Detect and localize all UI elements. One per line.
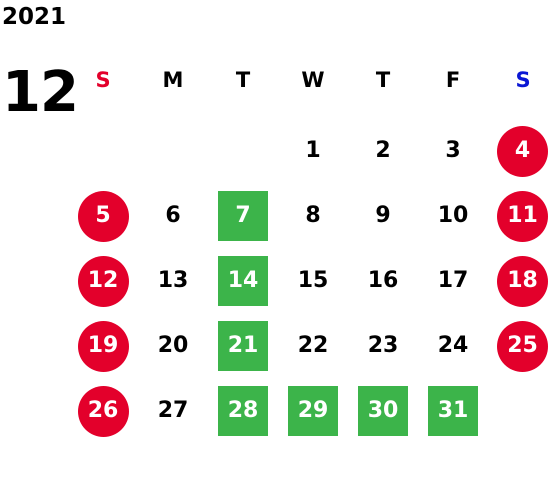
calendar-day: 23 xyxy=(367,333,399,358)
marked-day: 29 xyxy=(288,386,338,436)
calendar-day: 9 xyxy=(375,203,391,228)
calendar-day: 3 xyxy=(445,138,461,163)
calendar-day: 8 xyxy=(305,203,321,228)
marked-day: 14 xyxy=(218,256,268,306)
holiday-day: 18 xyxy=(497,255,548,307)
weekday-label-thu: T xyxy=(375,67,391,92)
holiday-day: 12 xyxy=(77,255,129,307)
calendar-day: 15 xyxy=(297,268,329,293)
calendar-day: 20 xyxy=(157,333,189,358)
marked-day: 31 xyxy=(428,386,478,436)
holiday-day: 19 xyxy=(77,320,129,372)
holiday-day: 26 xyxy=(77,385,129,437)
weekday-label-wed: W xyxy=(301,67,325,92)
calendar-month: 12 xyxy=(2,60,79,125)
marked-day: 21 xyxy=(218,321,268,371)
weekday-label-fri: F xyxy=(445,67,461,92)
holiday-day: 11 xyxy=(497,190,548,242)
weekday-label-tue: T xyxy=(235,67,251,92)
calendar-day: 16 xyxy=(367,268,399,293)
calendar-day: 24 xyxy=(437,333,469,358)
calendar-day: 27 xyxy=(157,398,189,423)
holiday-day: 4 xyxy=(497,125,548,177)
holiday-day: 25 xyxy=(497,320,548,372)
weekday-label-sun: S xyxy=(95,67,111,92)
holiday-day: 5 xyxy=(77,190,129,242)
calendar-day: 10 xyxy=(437,203,469,228)
calendar-year: 2021 xyxy=(2,4,67,30)
marked-day: 7 xyxy=(218,191,268,241)
weekday-label-mon: M xyxy=(162,67,184,92)
calendar-day: 6 xyxy=(165,203,181,228)
marked-day: 30 xyxy=(358,386,408,436)
calendar-day: 22 xyxy=(297,333,329,358)
calendar-day: 13 xyxy=(157,268,189,293)
weekday-label-sat: S xyxy=(515,67,531,92)
marked-day: 28 xyxy=(218,386,268,436)
calendar-day: 2 xyxy=(375,138,391,163)
calendar-day: 17 xyxy=(437,268,469,293)
calendar-day: 1 xyxy=(305,138,321,163)
